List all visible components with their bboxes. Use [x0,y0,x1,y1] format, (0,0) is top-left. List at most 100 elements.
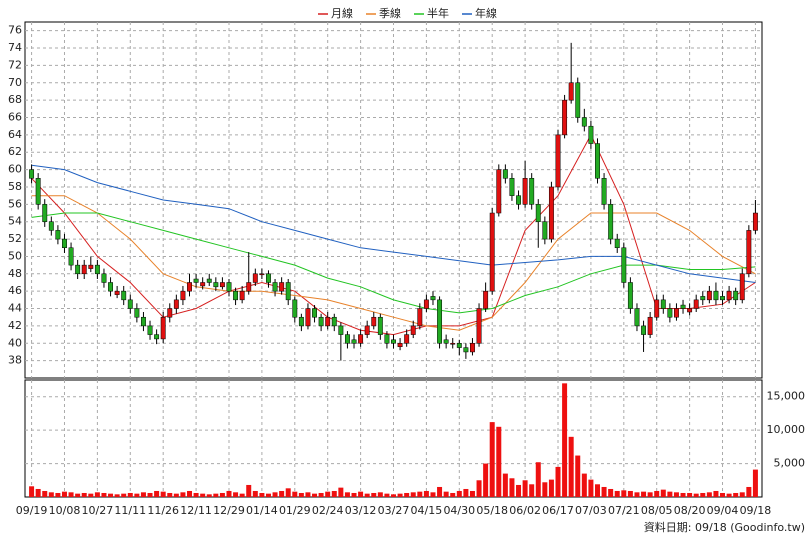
volume-bar [423,490,429,497]
volume-bar [377,492,383,497]
x-tick-label: 10/08 [49,504,81,517]
candle-body [397,343,403,347]
candle-body [305,308,311,327]
candle-body [483,290,489,309]
candle-body [720,296,725,301]
volume-bar [641,491,647,497]
candle-body [410,325,416,335]
volume-bar [397,493,403,497]
volume-bar [160,491,166,497]
candle-body [423,299,429,309]
x-tick-label: 05/18 [476,504,508,517]
volume-bar [114,494,120,497]
legend-label: 季線 [379,6,401,20]
volume-bar [226,490,232,497]
volume-bar [391,494,396,497]
candle-body [101,273,107,283]
candle-body [108,282,113,292]
volume-bar [496,426,502,497]
y-tick-label: 64 [8,128,22,141]
candle-body [62,238,67,249]
candle-body [134,308,140,318]
volume-bar [700,492,706,497]
candle-body [200,282,206,287]
volume-bar [252,490,258,497]
legend-label: 半年 [427,6,449,20]
volume-bar [706,492,712,497]
legend-label: 年線 [475,6,497,20]
volume-bar [654,490,660,497]
volume-bar [134,493,140,497]
x-tick-label: 12/11 [180,504,212,517]
y-tick-label: 70 [8,76,22,89]
candle-body [575,82,581,118]
candle-body [667,308,673,318]
candle-body [739,273,745,301]
volume-bar [75,493,81,497]
x-tick-label: 01/14 [246,504,278,517]
x-tick-label: 06/17 [542,504,574,517]
candle-body [114,290,120,295]
volume-bar [154,490,160,497]
volume-bar [687,492,693,497]
candle-body [147,325,153,335]
candle-body [94,264,100,275]
volume-bar [581,473,587,497]
volume-bar [430,492,436,497]
legend-label: 月線 [331,6,353,20]
x-tick-label: 07/03 [575,504,607,517]
y-tick-label: 44 [8,302,22,315]
candle-body [35,178,41,205]
x-tick-label: 12/29 [213,504,245,517]
candle-body [154,334,160,340]
volume-bar [358,491,364,497]
volume-bar [746,486,752,497]
candle-body [746,230,752,275]
volume-bar [173,493,179,497]
volume-bar [305,492,311,497]
candle-body [292,299,298,318]
volume-bar [548,479,554,497]
volume-bar [318,492,324,497]
candle-body [246,282,252,292]
candle-body [470,343,475,353]
volume-bar [483,463,489,497]
y-tick-label: 38 [8,354,22,367]
candle-body [443,339,449,344]
candle-body [496,169,502,214]
y2-tick-label: 15,000 [767,390,806,403]
volume-frame [24,379,763,498]
volume-bar [404,492,410,497]
volume-bar [752,469,758,497]
x-tick-label: 03/12 [345,504,377,517]
footer: 資料日期: 09/18 (Goodinfo.tw) [644,520,805,534]
candle-body [371,316,377,327]
candle-body [614,238,620,249]
y-tick-label: 56 [8,197,22,210]
candle-body [516,195,521,205]
volume-bar [437,486,443,497]
volume-bar [81,492,87,497]
candle-body [627,282,633,309]
volume-bar [206,494,212,497]
volume-bar [246,484,252,497]
x-tick-label: 04/15 [411,504,443,517]
candle-body [581,117,587,127]
volume-bar [693,493,699,497]
candle-body [318,316,324,327]
candle-body [187,282,192,292]
candle-body [384,334,390,344]
volume-bar [463,488,469,497]
volume-bar [140,492,146,497]
volume-bar [601,486,607,497]
candle-body [660,299,666,309]
candle-body [331,316,337,327]
candle-body [463,347,469,353]
volume-bar [575,455,581,497]
moving-average-line [31,212,756,314]
candle-body [706,290,712,301]
x-tick-label: 11/11 [114,504,146,517]
candle-body [601,178,607,205]
volume-bar [292,491,298,497]
candle-body [167,308,173,318]
